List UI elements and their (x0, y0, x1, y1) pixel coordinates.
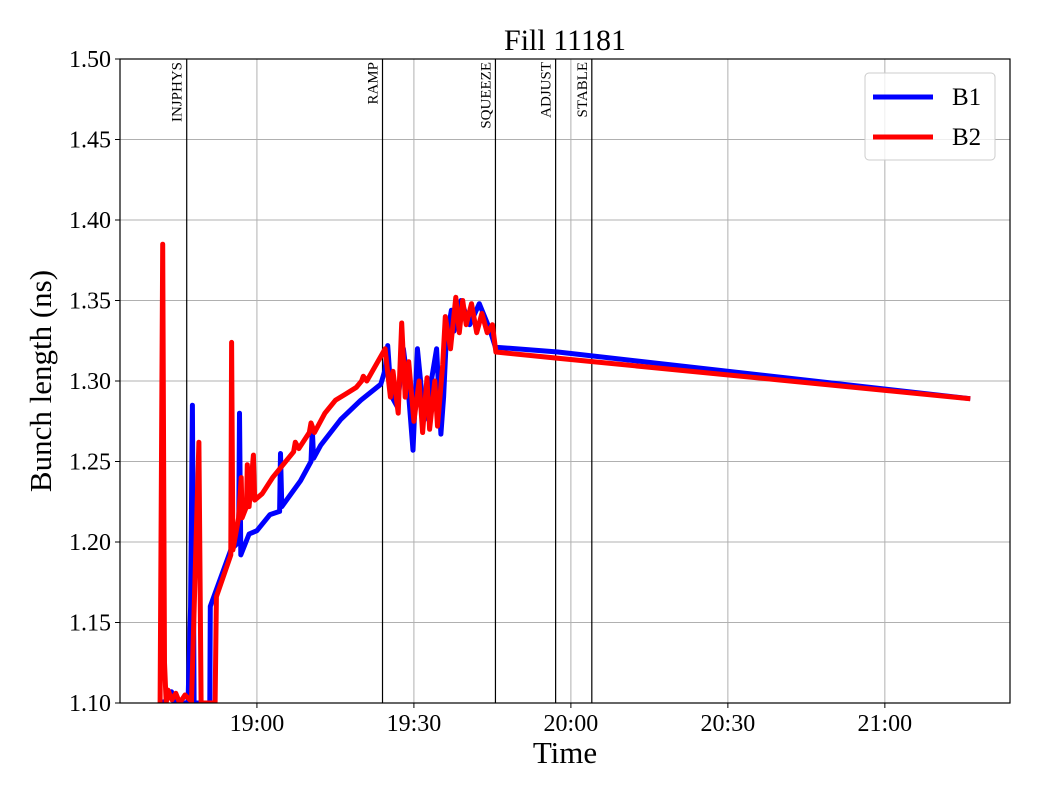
x-axis-label: Time (533, 735, 597, 770)
chart-title: Fill 11181 (504, 24, 626, 57)
y-tick-label: 1.25 (69, 450, 111, 476)
y-axis-ticks: 1.10 1.15 1.20 1.25 1.30 1.35 1.40 1.45 1.50 (69, 47, 120, 717)
legend-label-b2: B2 (952, 124, 981, 151)
legend-label-b1: B1 (952, 84, 981, 111)
x-tick-label: 21:00 (858, 711, 913, 737)
x-tick-label: 20:30 (701, 711, 756, 737)
y-tick-label: 1.50 (69, 47, 111, 73)
x-axis-ticks: 19:00 19:30 20:00 20:30 21:00 (230, 703, 913, 737)
event-label: ADJUST (539, 62, 555, 118)
event-label: STABLE (575, 62, 591, 117)
y-tick-label: 1.20 (69, 530, 111, 556)
event-markers: INJPHYS RAMP SQUEEZE ADJUST STABLE (170, 59, 593, 703)
x-tick-label: 19:30 (387, 711, 442, 737)
y-tick-label: 1.30 (69, 369, 111, 395)
y-tick-label: 1.10 (69, 691, 111, 717)
series-line-b1 (157, 298, 971, 703)
y-tick-label: 1.15 (69, 611, 111, 637)
event-label: RAMP (366, 62, 382, 105)
series-lines (157, 241, 971, 703)
event-label: INJPHYS (170, 62, 186, 122)
y-tick-label: 1.40 (69, 208, 111, 234)
series-line-b2 (157, 241, 971, 703)
x-tick-label: 20:00 (544, 711, 599, 737)
y-tick-label: 1.35 (69, 289, 111, 315)
y-tick-label: 1.45 (69, 128, 111, 154)
event-label: SQUEEZE (478, 62, 494, 129)
y-axis-label: Bunch length (ns) (23, 270, 58, 492)
x-tick-label: 19:00 (230, 711, 285, 737)
